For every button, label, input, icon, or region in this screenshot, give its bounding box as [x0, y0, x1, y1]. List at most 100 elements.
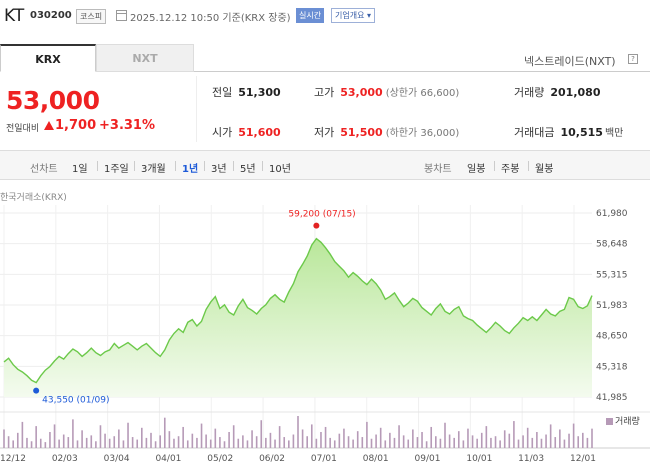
volume-swatch	[606, 418, 613, 425]
x-tick-label: 12/01	[570, 454, 596, 464]
x-tick-label: 02/03	[52, 454, 78, 464]
volume-bar	[439, 438, 442, 448]
volume-bar	[531, 437, 534, 448]
volume-bar	[118, 429, 120, 448]
volume-bar	[127, 422, 129, 448]
period-3y[interactable]: 3년	[211, 164, 227, 175]
volume-bar	[173, 438, 175, 448]
calendar-icon	[116, 10, 127, 21]
volume-bar	[44, 442, 47, 448]
volume-bar	[320, 432, 322, 448]
help-icon[interactable]: ?	[628, 54, 638, 64]
volume-bar	[389, 432, 391, 448]
volume-bar	[209, 439, 212, 448]
volume-bar	[12, 440, 14, 448]
volume-bar	[499, 440, 501, 448]
candle-weekly[interactable]: 주봉	[501, 164, 520, 175]
max-annotation: 59,200 (07/15)	[288, 210, 355, 220]
volume-bar	[237, 438, 240, 448]
volume-bar	[370, 438, 373, 448]
volume-bar	[306, 436, 308, 448]
volume-bar	[347, 436, 350, 448]
min-annotation: 43,550 (01/09)	[42, 396, 109, 406]
volume-bar	[324, 426, 327, 448]
period-5y[interactable]: 5년	[240, 164, 256, 175]
volume-bar	[301, 429, 304, 448]
volume-bar	[375, 434, 377, 448]
volume-bar	[288, 440, 290, 448]
volume-bar	[412, 429, 414, 448]
stat-trade-amount: 거래대금 10,515 백만	[514, 126, 624, 139]
volume-bar	[260, 420, 263, 448]
y-tick-label: 51,983	[596, 301, 628, 311]
x-tick-label: 09/01	[415, 454, 441, 464]
volume-bar	[361, 437, 364, 448]
tab-divider	[194, 71, 650, 72]
period-3m[interactable]: 3개월	[141, 164, 166, 175]
tab-nxt[interactable]: NXT	[96, 44, 194, 72]
tab-krx[interactable]: KRX	[0, 44, 96, 72]
volume-bar	[490, 437, 492, 448]
period-bar: 선차트 1일 1주일 3개월 1년 3년 5년 10년 봉차트 일봉 주봉 월봉	[0, 150, 650, 180]
volume-bar	[150, 432, 152, 448]
volume-bar	[35, 426, 37, 448]
volume-bar	[205, 434, 207, 448]
volume-bar	[494, 436, 497, 448]
period-10y[interactable]: 10년	[269, 164, 291, 175]
volume-bar	[251, 430, 253, 448]
volume-bar	[168, 431, 171, 448]
volume-bar	[526, 427, 529, 448]
realtime-badge: 실시간	[296, 8, 325, 23]
current-price: 53,000	[6, 86, 100, 115]
market-badge: 코스피	[76, 9, 107, 24]
volume-bar	[480, 432, 483, 448]
volume-bar	[145, 437, 148, 448]
candle-daily[interactable]: 일봉	[467, 164, 486, 175]
volume-bar	[577, 436, 580, 448]
volume-bar	[425, 441, 428, 448]
price-line	[3, 237, 593, 384]
volume-bar	[416, 437, 419, 448]
period-1y[interactable]: 1년	[182, 164, 199, 175]
volume-bar	[407, 439, 410, 448]
volume-bar	[58, 439, 60, 448]
period-1w[interactable]: 1주일	[104, 164, 129, 175]
volume-bar	[99, 425, 102, 448]
price-change-percent: +3.31%	[99, 118, 155, 133]
company-overview-button[interactable]: 기업개요 ▾	[331, 8, 375, 23]
period-1d[interactable]: 1일	[72, 164, 88, 175]
volume-bar	[453, 437, 455, 448]
volume-bar	[568, 433, 570, 448]
candle-monthly[interactable]: 월봉	[535, 164, 554, 175]
volume-bar	[329, 437, 331, 448]
volume-bar	[163, 417, 166, 448]
volume-bar	[72, 419, 74, 448]
volume-bar	[136, 439, 139, 448]
volume-bar	[476, 438, 478, 448]
volume-bar	[200, 423, 203, 448]
volume-bar	[154, 441, 157, 448]
volume-bar	[352, 439, 354, 448]
nextrade-link[interactable]: 넥스트레이드(NXT)	[524, 55, 616, 68]
volume-bar	[104, 433, 106, 448]
x-tick-label: 10/01	[466, 454, 492, 464]
volume-bar	[517, 439, 520, 448]
volume-bar	[343, 428, 345, 448]
volume-bar	[228, 432, 230, 448]
volume-bar	[471, 435, 474, 448]
stat-low: 저가 51,500 (하한가 36,000)	[314, 126, 460, 139]
quote-datetime: 2025.12.12 10:50 기준(KRX 장중)	[130, 13, 291, 24]
volume-bar	[444, 422, 446, 448]
volume-bar	[292, 434, 295, 448]
volume-bar	[513, 421, 515, 448]
volume-bar	[30, 441, 33, 448]
volume-bar	[448, 434, 451, 448]
x-tick-label: 07/01	[311, 454, 337, 464]
volume-bar	[274, 439, 276, 448]
volume-bar	[356, 431, 359, 448]
volume-bar	[191, 433, 194, 448]
volume-bar	[196, 437, 198, 448]
volume-bar	[457, 431, 460, 448]
volume-bar	[81, 430, 83, 448]
